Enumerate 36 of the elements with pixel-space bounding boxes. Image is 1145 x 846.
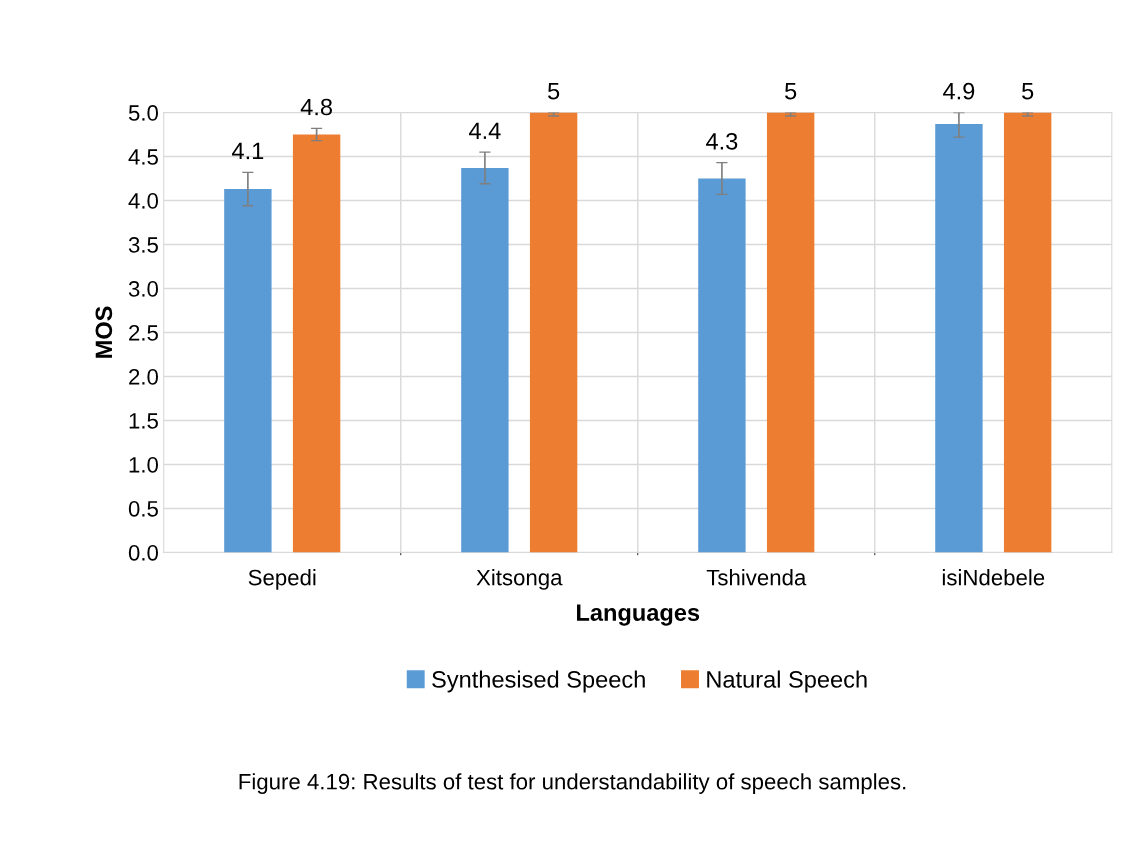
x-axis-title: Languages <box>577 604 700 626</box>
x-tick-label: Sepedi <box>248 569 316 590</box>
caption: Figure 4.19: Results of test for understandability of speech samples. <box>239 773 906 794</box>
data-label: 4.4 <box>469 122 501 139</box>
y-tick-label: 3.0 <box>128 281 159 297</box>
y-axis-title: MOS <box>95 306 113 358</box>
y-tick-label: 3.5 <box>128 237 158 253</box>
data-label: 4.9 <box>943 82 975 100</box>
bar <box>935 123 983 553</box>
y-tick-label: 2.5 <box>129 325 158 341</box>
x-tick-label: Tshivenda <box>706 569 807 586</box>
bar <box>529 112 578 553</box>
x-tick-label: Xitsonga <box>476 569 563 590</box>
data-label: 4.8 <box>300 98 332 116</box>
bar <box>1003 112 1052 553</box>
y-tick-label: 4.5 <box>128 149 158 165</box>
data-label: 4.3 <box>706 132 738 150</box>
y-tick-label: 5.0 <box>128 105 159 121</box>
bar <box>766 112 815 553</box>
bar <box>698 178 746 553</box>
legend-label: Synthesised Speech <box>432 670 645 693</box>
data-label: 4.1 <box>232 142 264 160</box>
x-tick-label: isiNdebele <box>942 569 1045 586</box>
y-tick-label: 0.5 <box>128 500 158 517</box>
y-tick-label: 4.0 <box>128 193 159 209</box>
y-tick-label: 1.5 <box>129 413 158 429</box>
y-tick-label: 0.0 <box>128 544 159 561</box>
data-label: 5 <box>548 83 560 100</box>
data-label: 5 <box>785 83 797 100</box>
bar <box>224 189 272 553</box>
bar <box>461 167 509 553</box>
y-tick-label: 2.0 <box>129 369 159 385</box>
y-tick-label: 1.0 <box>129 456 159 473</box>
bar <box>292 134 341 553</box>
data-label: 5 <box>1022 83 1034 100</box>
legend-label: Natural Speech <box>707 670 867 693</box>
